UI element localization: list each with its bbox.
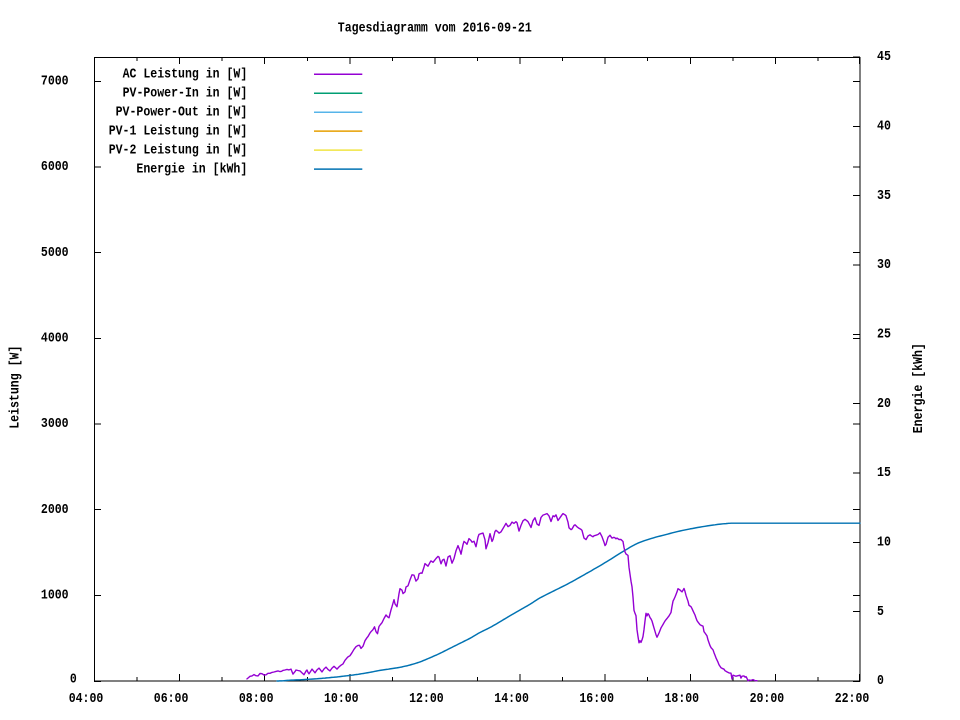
- svg-text:14:00: 14:00: [494, 691, 529, 707]
- svg-text:10: 10: [877, 535, 891, 551]
- svg-text:16:00: 16:00: [579, 691, 614, 707]
- svg-text:18:00: 18:00: [665, 691, 700, 707]
- svg-text:1000: 1000: [41, 588, 69, 604]
- svg-text:20:00: 20:00: [750, 691, 785, 707]
- svg-text:40: 40: [877, 119, 891, 135]
- svg-text:5000: 5000: [41, 245, 69, 261]
- svg-text:25: 25: [877, 327, 891, 343]
- svg-text:35: 35: [877, 188, 891, 204]
- svg-text:08:00: 08:00: [239, 691, 274, 707]
- svg-text:0: 0: [70, 672, 77, 688]
- svg-text:6000: 6000: [41, 159, 69, 175]
- svg-text:Tagesdiagramm vom 2016-09-21: Tagesdiagramm vom 2016-09-21: [338, 20, 532, 36]
- svg-text:30: 30: [877, 257, 891, 273]
- svg-text:PV-Power-In in [W]: PV-Power-In in [W]: [123, 85, 248, 101]
- svg-text:06:00: 06:00: [154, 691, 189, 707]
- svg-text:PV-Power-Out in [W]: PV-Power-Out in [W]: [116, 104, 248, 120]
- svg-text:15: 15: [877, 465, 891, 481]
- svg-text:5: 5: [877, 604, 884, 620]
- svg-text:PV-1 Leistung in [W]: PV-1 Leistung in [W]: [109, 123, 248, 139]
- svg-text:7000: 7000: [41, 74, 69, 90]
- svg-text:3000: 3000: [41, 416, 69, 432]
- svg-text:PV-2 Leistung in [W]: PV-2 Leistung in [W]: [109, 142, 248, 158]
- svg-text:2000: 2000: [41, 502, 69, 518]
- svg-text:0: 0: [877, 673, 884, 689]
- svg-text:4000: 4000: [41, 331, 69, 347]
- svg-text:04:00: 04:00: [69, 691, 104, 707]
- svg-text:45: 45: [877, 49, 891, 65]
- svg-text:20: 20: [877, 396, 891, 412]
- svg-text:Energie in [kWh]: Energie in [kWh]: [136, 161, 247, 177]
- svg-text:22:00: 22:00: [835, 691, 870, 707]
- svg-text:Energie [kWh]: Energie [kWh]: [911, 343, 927, 433]
- svg-text:12:00: 12:00: [409, 691, 444, 707]
- svg-text:AC Leistung in [W]: AC Leistung in [W]: [123, 66, 248, 82]
- svg-text:Leistung [W]: Leistung [W]: [8, 346, 24, 429]
- svg-text:10:00: 10:00: [324, 691, 359, 707]
